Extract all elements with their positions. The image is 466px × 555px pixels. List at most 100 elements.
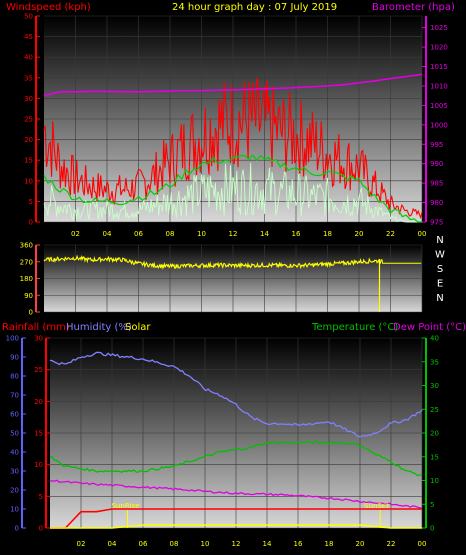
barometer-tick-label: 1005 (430, 102, 448, 110)
dewpoint-series-line (49, 479, 423, 509)
sunset-label: SunSet (364, 502, 389, 510)
temperature-right-tick-label: 5 (430, 501, 434, 509)
barometer-tick-label: 1015 (430, 63, 448, 71)
temperature-series-line (49, 440, 423, 477)
wind-time-tick-label: 06 (134, 230, 143, 238)
wind-time-tick-label: 22 (386, 230, 395, 238)
temperature-right-tick-label: 40 (430, 335, 439, 343)
windspeed-tick-label: 10 (24, 177, 33, 185)
temperature-right-tick-label: 25 (430, 406, 439, 414)
direction-series (43, 254, 422, 312)
rainfall-axis-title: Rainfall (mm) (2, 322, 70, 333)
compass-label: N (436, 293, 443, 304)
barometer-tick-label: 990 (430, 160, 443, 168)
temperature-right-tick-label: 10 (430, 477, 439, 485)
barometer-tick-label: 975 (430, 219, 443, 227)
compass-label: S (437, 264, 443, 275)
temperature-right-tick-label: 20 (430, 430, 439, 438)
windspeed-axis: 0 5 10 15 20 25 30 35 40 45 50 (24, 13, 40, 227)
wind-time-tick-label: 10 (197, 230, 206, 238)
temperature-right-tick-label: 30 (430, 382, 439, 390)
rainfall-axis: 0 10 20 30 40 50 60 70 80 90 100 (6, 335, 26, 533)
rainfall-tick-label: 90 (10, 354, 19, 362)
rainfall-series-line (50, 508, 422, 529)
direction-series-line (43, 254, 422, 270)
rainfall-tick-label: 80 (10, 373, 19, 381)
gust-series-line (43, 77, 423, 220)
wind-time-tick-label: 02 (71, 230, 80, 238)
barometer-tick-label: 1010 (430, 82, 448, 90)
windspeed-tick-label: 35 (24, 74, 33, 82)
temperature-time-tick-label: 12 (232, 540, 241, 548)
temperature-left-tick-label: 20 (34, 398, 43, 406)
direction-grid (44, 244, 423, 313)
temperature-time-tick-label: 18 (325, 540, 334, 548)
humidity-series-line (49, 351, 423, 438)
temperature-time-tick-label: 16 (294, 540, 303, 548)
barometer-series-line (43, 73, 423, 97)
average-series-line (43, 154, 422, 223)
direction-tick-label: 0 (29, 309, 33, 317)
temperature-left-tick-label: 30 (34, 335, 43, 343)
temperature-right-tick-label: 15 (430, 453, 439, 461)
barometer-tick-label: 995 (430, 141, 443, 149)
sunrise-label: SunRise (112, 502, 140, 510)
graph-title: 24 hour graph day : 07 July 2019 (172, 2, 337, 13)
temperature-time-tick-label: 00 (418, 540, 427, 548)
temperature-left-tick-label: 10 (34, 461, 43, 469)
temperature-time-tick-label: 02 (77, 540, 86, 548)
wind-series (43, 73, 423, 223)
wind-time-tick-label: 12 (229, 230, 238, 238)
compass-label: E (437, 279, 443, 290)
rainfall-tick-label: 70 (10, 392, 19, 400)
windspeed-tick-label: 40 (24, 54, 33, 62)
direction-axis: 0 90 180 270 360 (20, 242, 40, 317)
windspeed-tick-label: 0 (29, 219, 33, 227)
temperature-grid (50, 337, 423, 529)
rainfall-tick-label: 50 (10, 430, 19, 438)
windspeed-tick-label: 25 (24, 116, 33, 124)
rainfall-tick-label: 40 (10, 449, 19, 457)
temperature-time-tick-label: 22 (387, 540, 396, 548)
temperature-time-axis: 02 04 06 08 10 12 14 16 18 20 22 00 (77, 540, 427, 548)
barometer-tick-label: 985 (430, 180, 443, 188)
direction-tick-label: 180 (20, 275, 33, 283)
wind-time-tick-label: 18 (323, 230, 332, 238)
direction-tick-label: 360 (20, 242, 33, 250)
sun-markers: SunRise SunSet (112, 502, 389, 528)
windspeed-tick-label: 15 (24, 157, 33, 165)
windspeed-tick-label: 45 (24, 33, 33, 41)
temperature-left-tick-label: 5 (39, 493, 43, 501)
wind-time-tick-label: 20 (355, 230, 364, 238)
rainfall-tick-label: 60 (10, 411, 19, 419)
temperature-right-axis: 0 5 10 15 20 25 30 35 40 (422, 335, 439, 533)
temperature-series (49, 351, 423, 529)
temperature-time-tick-label: 20 (356, 540, 365, 548)
windspeed-axis-title: Windspeed (kph) (6, 2, 91, 13)
temperature-time-tick-label: 14 (263, 540, 272, 548)
temperature-time-tick-label: 10 (201, 540, 210, 548)
windspeed-tick-label: 50 (24, 13, 33, 21)
barometer-tick-label: 1020 (430, 44, 448, 52)
barometer-tick-label: 1025 (430, 24, 448, 32)
wind-time-tick-label: 08 (166, 230, 175, 238)
barometer-axis-title: Barometer (hpa) (372, 2, 455, 13)
wind-series-line (43, 162, 422, 223)
temperature-time-tick-label: 06 (139, 540, 148, 548)
humidity-axis-title: Humidity (%) (66, 322, 132, 333)
solar-axis-title: Solar (125, 322, 151, 333)
temperature-left-tick-label: 25 (34, 366, 43, 374)
barometer-tick-label: 980 (430, 199, 443, 207)
wind-time-axis: 02 04 06 08 10 12 14 16 18 20 22 00 (71, 230, 426, 238)
windspeed-tick-label: 20 (24, 136, 33, 144)
temperature-panel: 0 10 20 30 40 50 60 70 80 90 100 0 5 10 15 20 25 30 0 5 10… (6, 335, 439, 549)
direction-tick-label: 90 (24, 292, 33, 300)
temperature-time-tick-label: 08 (170, 540, 179, 548)
temperature-left-axis: 0 5 10 15 20 25 30 (34, 335, 50, 533)
compass-label: N (436, 235, 443, 246)
rainfall-tick-label: 0 (15, 525, 19, 533)
compass-label: W (435, 250, 445, 261)
